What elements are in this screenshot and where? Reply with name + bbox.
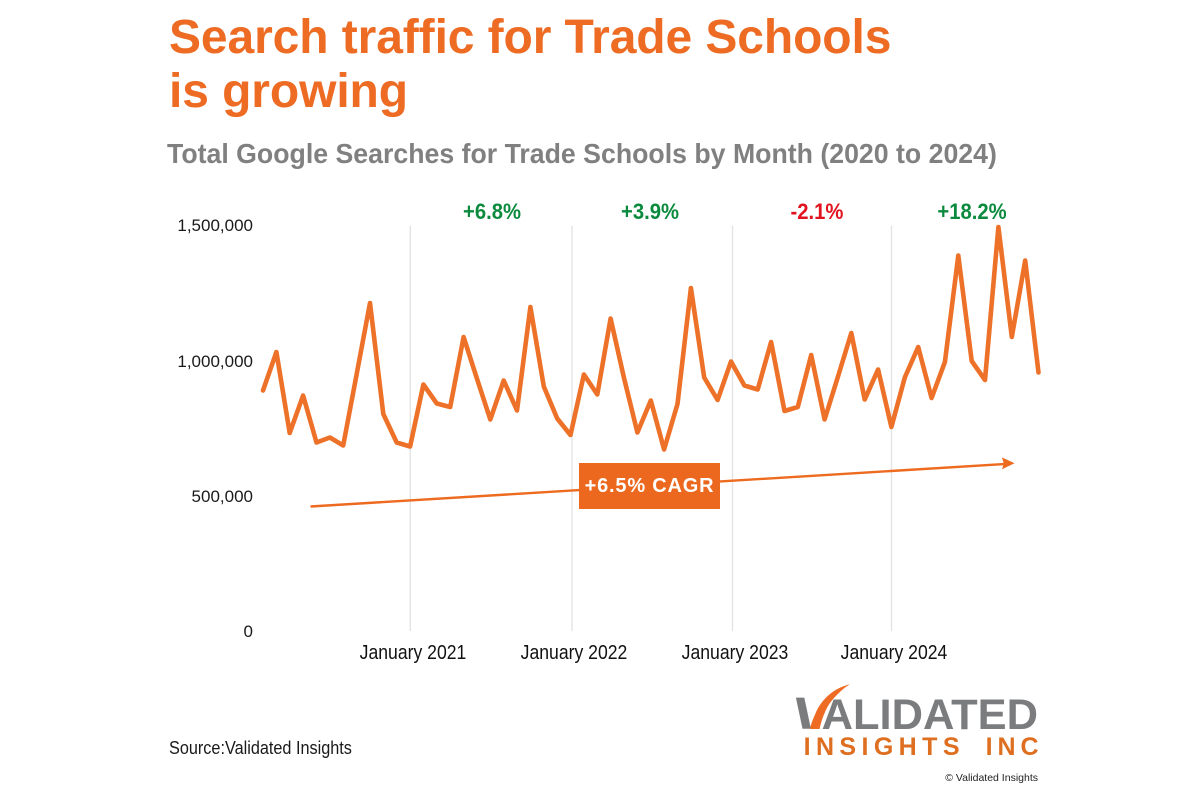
svg-text:ALIDATED: ALIDATED <box>822 691 1038 739</box>
svg-text:INSIGHTS: INSIGHTS <box>804 733 960 761</box>
